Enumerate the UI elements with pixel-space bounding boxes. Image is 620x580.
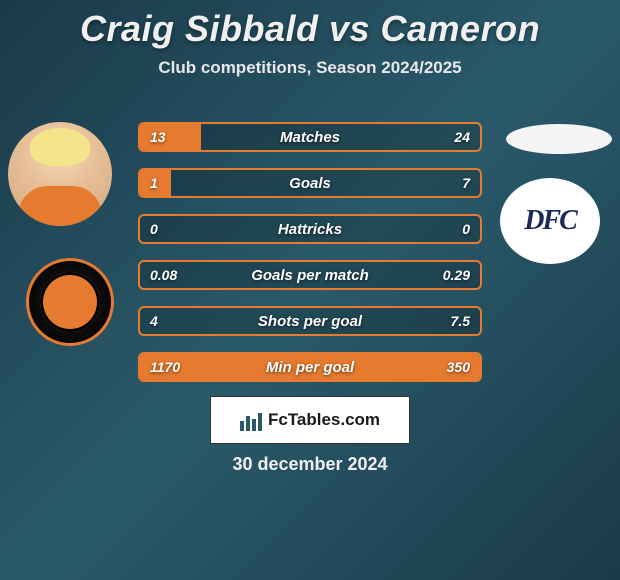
subtitle: Club competitions, Season 2024/2025 — [0, 58, 620, 78]
branding-badge: FcTables.com — [210, 396, 410, 444]
player-right-avatar — [506, 124, 612, 154]
stat-label: Shots per goal — [140, 308, 480, 334]
player-left-club-badge — [26, 258, 114, 346]
stat-value-right: 7 — [462, 170, 470, 196]
stat-value-right: 0.29 — [443, 262, 470, 288]
stat-row: 1170 Min per goal 350 — [138, 352, 482, 382]
stat-value-right: 7.5 — [451, 308, 470, 334]
stats-comparison: 13 Matches 24 1 Goals 7 0 Hattricks 0 0.… — [138, 122, 482, 398]
stat-label: Matches — [140, 124, 480, 150]
stat-value-right: 0 — [462, 216, 470, 242]
bar-chart-icon — [240, 409, 262, 431]
stat-row: 0 Hattricks 0 — [138, 214, 482, 244]
page-title: Craig Sibbald vs Cameron — [0, 0, 620, 50]
stat-row: 13 Matches 24 — [138, 122, 482, 152]
club-badge-icon — [40, 272, 100, 332]
stat-label: Min per goal — [140, 354, 480, 380]
player-left-avatar — [8, 122, 112, 226]
stat-row: 4 Shots per goal 7.5 — [138, 306, 482, 336]
stat-label: Goals — [140, 170, 480, 196]
stat-label: Goals per match — [140, 262, 480, 288]
stat-row: 1 Goals 7 — [138, 168, 482, 198]
branding-text: FcTables.com — [268, 410, 380, 430]
stat-label: Hattricks — [140, 216, 480, 242]
stat-value-right: 24 — [454, 124, 470, 150]
stat-row: 0.08 Goals per match 0.29 — [138, 260, 482, 290]
date-label: 30 december 2024 — [0, 454, 620, 475]
player-right-club-badge: DFC — [500, 178, 600, 264]
club-badge-text: DFC — [524, 205, 576, 237]
stat-value-right: 350 — [447, 354, 470, 380]
